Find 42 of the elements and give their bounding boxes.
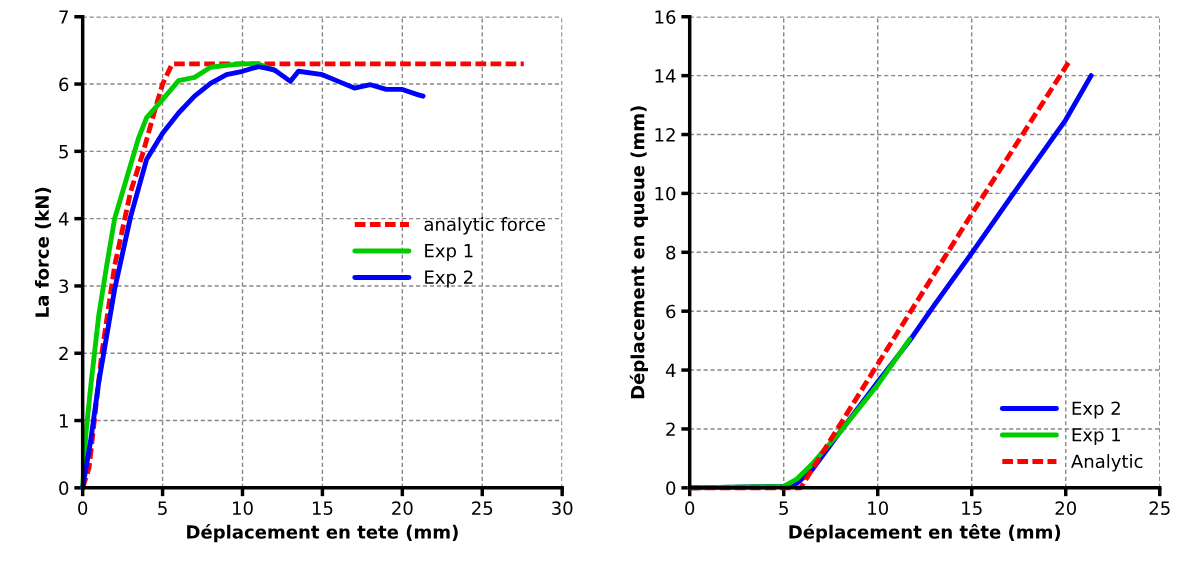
- y-tick-label: 1: [59, 414, 68, 428]
- y-tick-label: 0: [59, 481, 69, 495]
- y-axis-title: La force (kN): [34, 187, 52, 317]
- y-tick-label: 2: [666, 422, 675, 436]
- legend-label: Exp 2: [1072, 401, 1120, 419]
- line-series: [687, 336, 913, 491]
- y-tick-label: 8: [666, 245, 676, 260]
- x-axis-title: Déplacement en tête (mm): [789, 524, 1061, 543]
- x-tick-label: 20: [392, 501, 413, 515]
- legend-label: analytic force: [424, 217, 545, 235]
- y-tick-label: 6: [666, 304, 676, 319]
- x-axis-title: Déplacement en tete (mm): [187, 524, 458, 543]
- legend-label: Exp 1: [425, 244, 473, 262]
- legend-label: Exp 2: [425, 270, 473, 288]
- x-tick-label: 0: [685, 501, 695, 515]
- y-tick-label: 0: [666, 481, 676, 495]
- x-tick-label: 30: [552, 501, 573, 515]
- y-tick-label: 3: [59, 279, 69, 294]
- y-tick-label: 14: [655, 69, 676, 83]
- y-tick-label: 10: [655, 186, 676, 201]
- x-tick-label: 0: [78, 501, 88, 515]
- x-tick-label: 10: [232, 501, 253, 515]
- y-tick-label: 4: [58, 212, 69, 226]
- y-axis-title: Déplacement en queue (mm): [629, 106, 648, 399]
- x-tick-label: 25: [1149, 501, 1170, 515]
- x-tick-label: 25: [472, 501, 493, 515]
- x-tick-label: 15: [962, 501, 982, 515]
- legend-label: Exp 1: [1072, 428, 1121, 446]
- y-tick-label: 6: [59, 77, 69, 92]
- x-tick-label: 5: [158, 501, 167, 515]
- x-tick-label: 20: [1055, 501, 1077, 515]
- line-series: [80, 64, 426, 491]
- y-tick-label: 7: [59, 10, 68, 24]
- y-tick-label: 5: [59, 145, 68, 159]
- x-tick-label: 15: [312, 501, 333, 515]
- x-tick-label: 10: [868, 501, 889, 515]
- y-tick-label: 12: [655, 127, 675, 142]
- legend-label: Analytic: [1071, 454, 1143, 472]
- x-tick-label: 5: [779, 501, 788, 515]
- y-tick-label: 4: [665, 363, 676, 377]
- y-tick-label: 2: [59, 346, 68, 361]
- y-tick-label: 16: [655, 10, 676, 24]
